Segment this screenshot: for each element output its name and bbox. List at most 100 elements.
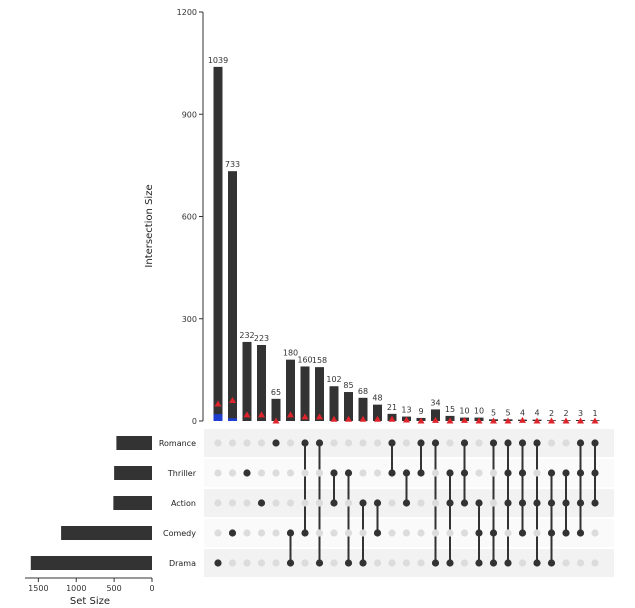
matrix-dot-inactive — [446, 439, 454, 447]
matrix-dot-active — [518, 439, 527, 447]
red-triangle-marker — [243, 411, 251, 418]
matrix-dot-inactive — [373, 439, 382, 447]
matrix-dot-inactive — [228, 559, 237, 567]
matrix-dot-inactive — [330, 529, 338, 537]
matrix-dot-active — [504, 469, 512, 477]
matrix-dot-active — [576, 439, 585, 447]
matrix-dot-active — [359, 559, 367, 567]
matrix-dot-inactive — [547, 439, 556, 447]
matrix-dot-inactive — [402, 529, 411, 537]
matrix-dot-inactive — [533, 529, 541, 537]
matrix-dot-inactive — [460, 559, 469, 567]
red-triangle-marker — [432, 416, 439, 423]
y-tick-label: 1200 — [177, 8, 197, 17]
bar-value-label: 180 — [283, 349, 298, 358]
red-triangle-marker — [330, 415, 338, 422]
matrix-dot-active — [489, 559, 498, 567]
matrix-dot-inactive — [214, 469, 222, 477]
matrix-dot-active — [388, 439, 396, 447]
matrix-dot-inactive — [272, 469, 280, 477]
bar-value-label: 1 — [592, 409, 597, 418]
red-triangle-marker — [548, 417, 555, 424]
matrix-dot-active — [576, 529, 585, 537]
matrix-dot-active — [446, 559, 454, 567]
matrix-dot-active — [562, 529, 570, 537]
matrix-dot-active — [417, 469, 425, 477]
matrix-dot-inactive — [359, 469, 367, 477]
matrix-dot-inactive — [373, 469, 382, 477]
bar-value-label: 10 — [459, 407, 469, 416]
matrix-dot-inactive — [257, 469, 266, 477]
matrix-dot-inactive — [591, 559, 599, 567]
matrix-dot-active — [475, 529, 483, 537]
set-size-bar — [61, 526, 152, 540]
red-triangle-marker — [287, 411, 294, 418]
matrix-dot-active — [576, 499, 585, 507]
matrix-dot-inactive — [417, 559, 425, 567]
matrix-dot-active — [518, 499, 527, 507]
matrix-dot-inactive — [417, 499, 425, 507]
matrix-dot-inactive — [315, 499, 324, 507]
set-labels: Romance Thriller Action Comedy Drama — [159, 439, 197, 568]
intersection-bar — [228, 171, 237, 421]
y-tick-label: 900 — [182, 110, 197, 119]
matrix-dot-active — [547, 499, 556, 507]
matrix-dot-inactive — [359, 529, 367, 537]
intersection-bar — [257, 344, 266, 421]
matrix-dot-inactive — [460, 529, 469, 537]
matrix-dot-active — [591, 439, 599, 447]
red-triangle-marker — [490, 417, 497, 424]
intersection-bar — [242, 341, 252, 421]
red-triangle-marker — [272, 417, 280, 424]
matrix-dot-inactive — [315, 529, 324, 537]
bar-value-label: 68 — [358, 387, 368, 396]
matrix-dot-active — [417, 439, 425, 447]
set-label: Action — [171, 499, 196, 508]
matrix-dot-inactive — [243, 559, 251, 567]
matrix-dot-inactive — [243, 439, 251, 447]
matrix-dot-active — [402, 499, 411, 507]
matrix-dot-active — [286, 529, 295, 537]
bar-value-label: 13 — [401, 406, 411, 415]
matrix-dot-inactive — [286, 469, 295, 477]
set-size-tick-label: 1000 — [66, 584, 86, 593]
matrix-dot-inactive — [417, 529, 425, 537]
matrix-dot-inactive — [562, 439, 570, 447]
set-size-tick-label: 1500 — [28, 584, 48, 593]
y-tick-label: 600 — [182, 213, 197, 222]
red-triangle-marker — [258, 411, 265, 418]
matrix-dot-inactive — [475, 439, 483, 447]
y-axis: 0 300 600 900 1200 — [177, 8, 204, 426]
set-size-tick-label: 0 — [149, 584, 154, 593]
matrix-dot-inactive — [214, 499, 222, 507]
matrix-dot-active — [228, 529, 237, 537]
matrix-dot-inactive — [591, 529, 599, 537]
set-label: Thriller — [167, 469, 197, 478]
matrix-dot-inactive — [272, 499, 280, 507]
red-triangle-marker — [562, 417, 570, 424]
red-triangle-marker — [504, 417, 512, 424]
matrix-dot-inactive — [431, 469, 440, 477]
set-size-tick-label: 500 — [106, 584, 121, 593]
bar-value-label: 65 — [271, 388, 281, 397]
matrix-dot-inactive — [228, 499, 237, 507]
bar-value-label: 21 — [387, 403, 397, 412]
bar-value-label: 158 — [312, 356, 327, 365]
bar-value-label: 223 — [254, 334, 269, 343]
matrix-dot-inactive — [228, 439, 237, 447]
matrix-dot-active — [431, 559, 440, 567]
red-triangle-marker — [301, 413, 309, 420]
set-size-bar — [114, 466, 152, 480]
matrix-dot-inactive — [301, 499, 309, 507]
bar-value-label: 9 — [418, 407, 423, 416]
red-triangle-marker — [374, 415, 381, 422]
red-triangle-marker — [345, 415, 352, 422]
matrix-dot-active — [562, 469, 570, 477]
matrix-dot-active — [518, 469, 527, 477]
bar-value-label: 4 — [534, 409, 539, 418]
matrix-dot-inactive — [257, 529, 266, 537]
matrix-dot-inactive — [402, 439, 411, 447]
bar-value-label: 10 — [474, 407, 484, 416]
